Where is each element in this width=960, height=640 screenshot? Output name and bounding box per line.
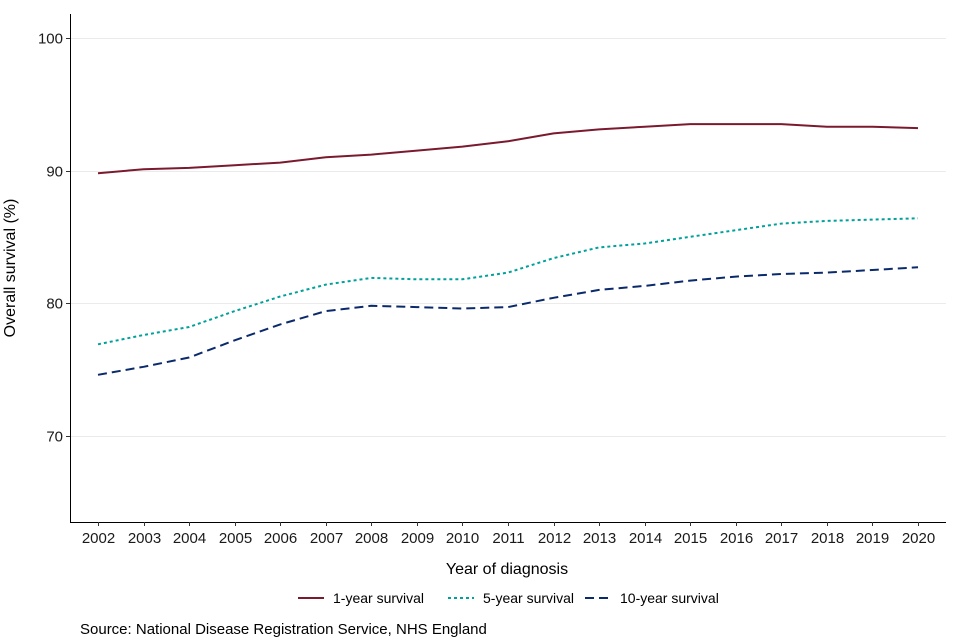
x-axis-title: Year of diagnosis: [446, 561, 568, 578]
x-tick-label: 2008: [355, 530, 388, 547]
legend: 1-year survival 5-year survival 10-year su…: [298, 590, 719, 606]
x-tick-label: 2011: [492, 530, 524, 547]
series-line-2: [97, 217, 919, 346]
x-tick-label: 2020: [902, 530, 935, 547]
y-tick-label: 80: [46, 296, 63, 313]
x-tick-label: 2004: [173, 530, 206, 547]
source-note: Source: National Disease Registration Se…: [80, 621, 487, 638]
x-tick-label: 2016: [720, 530, 753, 547]
y-tick-label: 70: [46, 429, 63, 446]
series-lines: [97, 123, 919, 376]
x-tick-label: 2010: [446, 530, 479, 547]
x-tick-label: 2013: [583, 530, 616, 547]
x-tick-label: 2015: [674, 530, 707, 547]
x-tick-label: 2006: [264, 530, 297, 547]
x-tick-label: 2002: [82, 530, 115, 547]
legend-label-3: 10-year survival: [620, 590, 719, 606]
x-tick-label: 2003: [128, 530, 161, 547]
legend-label-1: 1-year survival: [333, 590, 424, 606]
x-tick-label: 2012: [538, 530, 571, 547]
series-line-1: [97, 123, 919, 175]
x-tick-label: 2017: [765, 530, 798, 547]
y-tick-label: 90: [46, 164, 63, 181]
x-tick-label: 2005: [219, 530, 252, 547]
legend-label-2: 5-year survival: [483, 590, 574, 606]
y-axis-ticks: 70 80 90 100: [38, 31, 70, 446]
x-axis-ticks: 2002 2003 2004 2005 2006 2007 2008 2009 2010 2011…: [82, 522, 935, 547]
x-tick-label: 2007: [310, 530, 343, 547]
series-line-3: [97, 266, 919, 376]
y-axis-title: Overall survival (%): [2, 199, 19, 338]
x-tick-label: 2019: [856, 530, 889, 547]
x-tick-label: 2009: [401, 530, 434, 547]
x-tick-label: 2018: [811, 530, 844, 547]
gridlines: [71, 38, 946, 437]
x-tick-label: 2014: [629, 530, 662, 547]
y-tick-label: 100: [38, 31, 63, 48]
